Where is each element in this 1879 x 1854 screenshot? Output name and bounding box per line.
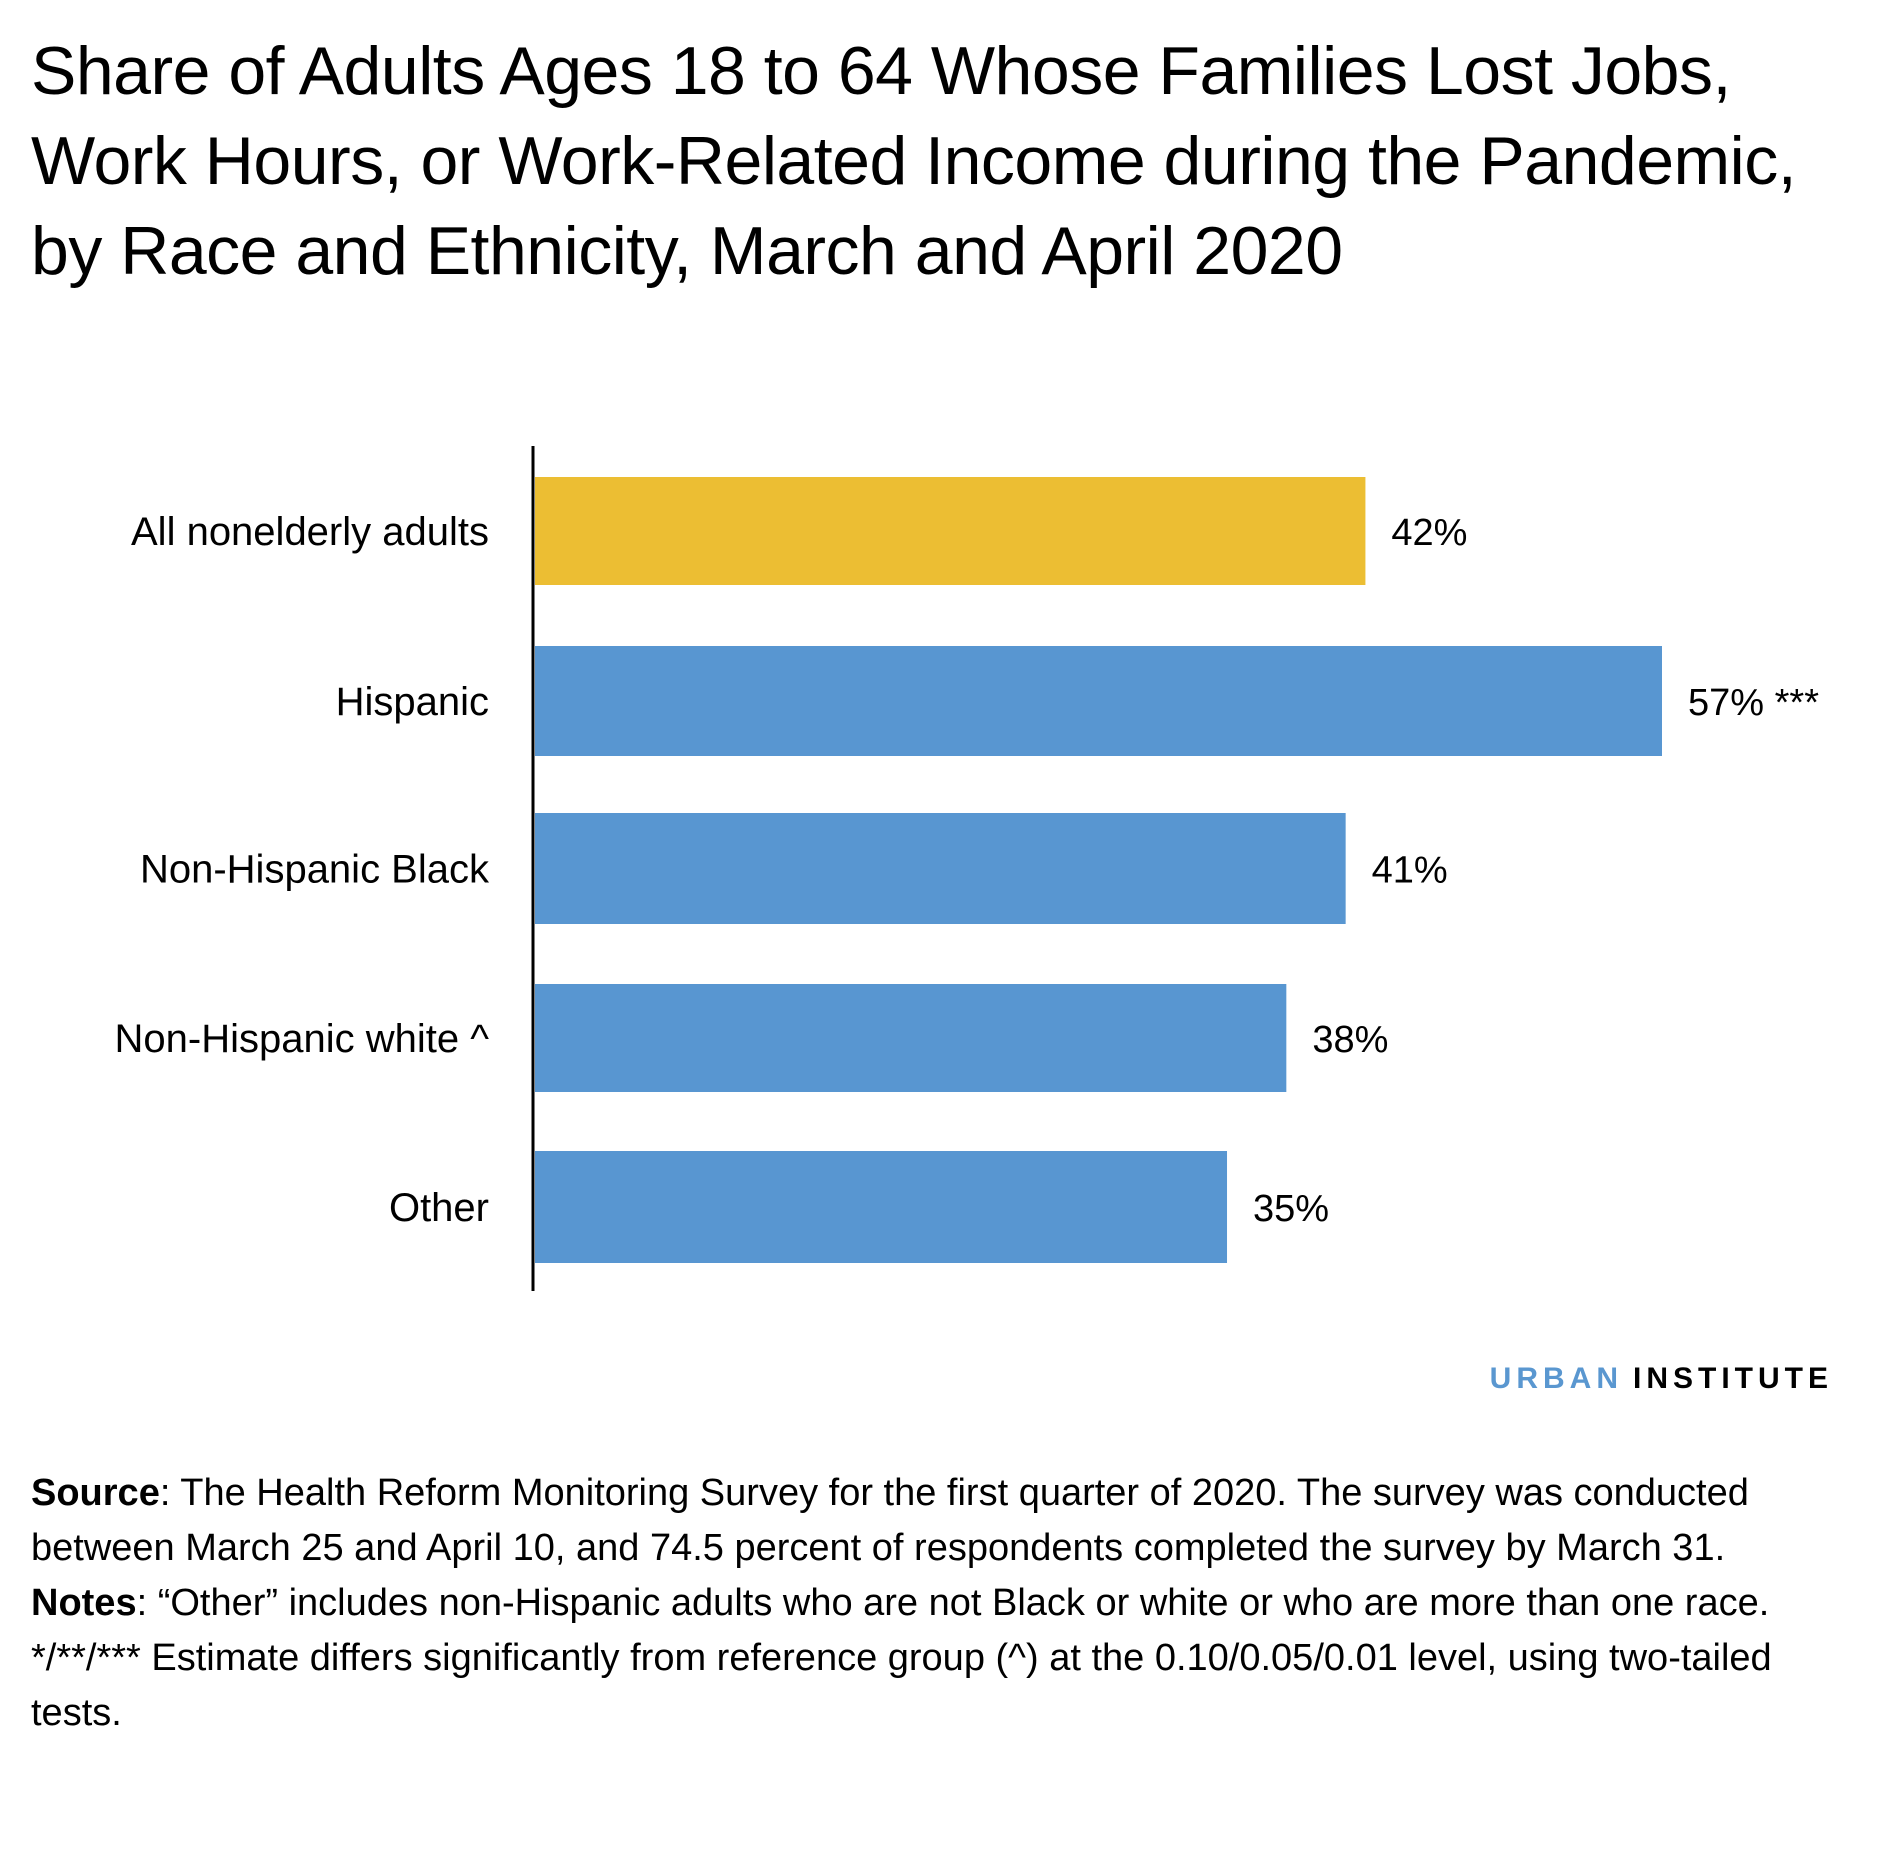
bar-chart: All nonelderly adults 42% Hispanic 57% *** N… (115, 446, 1819, 1291)
notes-label: Notes (31, 1582, 137, 1624)
logo-institute: INSTITUTE (1633, 1362, 1833, 1395)
significance-note: */**/*** Estimate differs significantly … (31, 1637, 1772, 1734)
chart-notes: Source: The Health Reform Monitoring Sur… (31, 1466, 1831, 1741)
chart-title: Share of Adults Ages 18 to 64 Whose Fami… (31, 33, 1797, 289)
source-text: : The Health Reform Monitoring Survey fo… (31, 1472, 1749, 1569)
data-label: 57% *** (1688, 682, 1819, 724)
source-label: Source (31, 1472, 160, 1514)
data-label: 38% (1312, 1019, 1388, 1061)
bar (535, 813, 1346, 924)
data-label: 42% (1391, 512, 1467, 554)
category-label: Hispanic (336, 680, 489, 724)
notes-note: Notes: “Other” includes non-Hispanic adu… (31, 1576, 1831, 1631)
notes-text: : “Other” includes non-Hispanic adults w… (136, 1582, 1770, 1624)
category-label: Non-Hispanic Black (140, 848, 490, 892)
source-note: Source: The Health Reform Monitoring Sur… (31, 1466, 1831, 1576)
bar (535, 1151, 1228, 1263)
bar (535, 646, 1662, 756)
data-label: 35% (1253, 1188, 1329, 1230)
bar (535, 984, 1287, 1092)
logo-urban: URBAN (1489, 1362, 1623, 1395)
data-label: 41% (1372, 850, 1448, 892)
category-label: Other (389, 1186, 489, 1230)
urban-institute-logo: URBAN INSTITUTE (1490, 1362, 1833, 1396)
bar (535, 477, 1366, 585)
category-label: All nonelderly adults (131, 510, 489, 554)
category-label: Non-Hispanic white ^ (115, 1017, 490, 1061)
